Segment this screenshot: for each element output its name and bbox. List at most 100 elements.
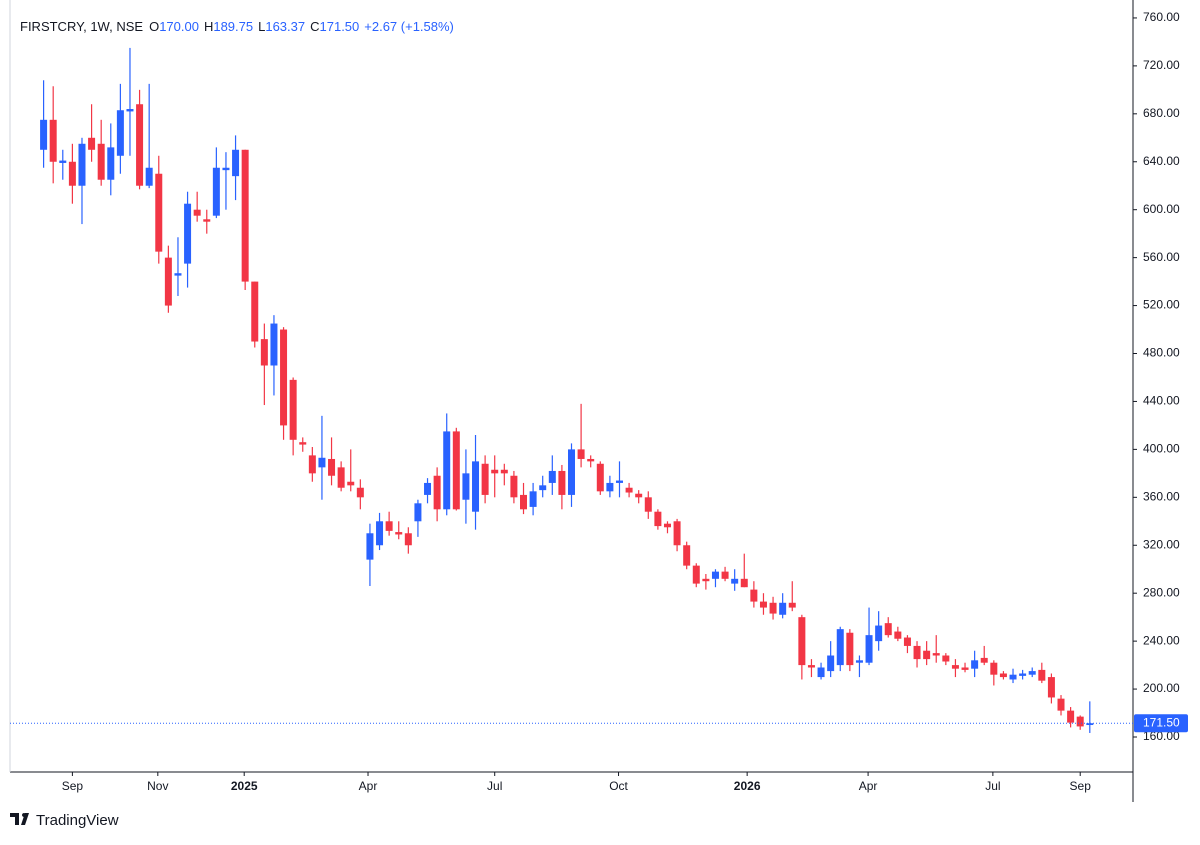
candle-body (97, 143, 105, 180)
candle-body (1019, 673, 1027, 676)
candle-body (318, 457, 326, 468)
candle-body (116, 110, 124, 156)
candle-body (558, 470, 566, 495)
candle-body (443, 431, 451, 510)
candle-body (68, 161, 76, 186)
candle-body (779, 602, 787, 615)
candle-body (232, 149, 240, 177)
candle-body (481, 463, 489, 495)
candle-body (107, 147, 115, 180)
candle-body (875, 625, 883, 642)
candle-body (865, 635, 873, 663)
y-tick-label: 480.00 (1143, 346, 1180, 360)
y-tick-label: 640.00 (1143, 154, 1180, 168)
candle-body (615, 480, 623, 483)
y-tick-label: 240.00 (1143, 633, 1180, 647)
legend-change: +2.67 (+1.58%) (364, 19, 454, 34)
candle-body (1028, 671, 1036, 675)
candle-body (913, 645, 921, 660)
candle-body (587, 458, 595, 462)
candle-body (731, 578, 739, 584)
tradingview-logo (10, 813, 29, 825)
candle-body (59, 160, 67, 163)
candle-body (174, 273, 182, 276)
y-tick-label: 560.00 (1143, 250, 1180, 264)
legend-value: 171.50 (320, 19, 360, 34)
y-tick-label: 200.00 (1143, 681, 1180, 695)
candle-body (222, 167, 230, 171)
y-tick-label: 760.00 (1143, 10, 1180, 24)
candle-body (289, 379, 297, 440)
candle-body (49, 119, 57, 162)
candle-body (759, 601, 767, 608)
candle-body (990, 662, 998, 675)
candle-body (769, 602, 777, 614)
candle-body (750, 589, 758, 602)
candle-body (260, 339, 268, 366)
candle-body (855, 660, 863, 663)
x-tick-label: 2025 (231, 779, 258, 793)
legend-value: 170.00 (159, 19, 199, 34)
x-tick-label: Nov (147, 779, 168, 793)
candle-body (951, 665, 959, 669)
last-price-badge (1134, 714, 1188, 733)
legend-value: 189.75 (213, 19, 253, 34)
candle-body (136, 104, 144, 186)
candle-body (577, 449, 585, 459)
candle-body (366, 533, 374, 560)
candle-body (424, 482, 432, 495)
candle-body (1038, 669, 1046, 681)
candle-body (414, 503, 422, 522)
candle-body (433, 475, 441, 510)
candle-body (491, 469, 499, 474)
x-tick-label: Sep (1070, 779, 1092, 793)
x-tick-label: Apr (359, 779, 378, 793)
legend-key: H (204, 19, 213, 34)
candle-body (654, 511, 662, 527)
candle-body (568, 449, 575, 495)
candle-body (740, 578, 748, 588)
candle-body (1057, 698, 1065, 711)
candle-body (299, 442, 307, 445)
legend-text: FIRSTCRY, 1W, NSE O170.00 H189.75 L163.37 C1… (20, 19, 454, 34)
candle-body (625, 487, 633, 493)
candle-body (961, 667, 969, 670)
candle-body (846, 632, 854, 666)
candle-body (807, 665, 815, 668)
candle-body (184, 203, 192, 264)
symbol: FIRSTCRY, 1W, NSE (20, 19, 143, 34)
candle-body (203, 219, 211, 222)
candle-body (145, 167, 153, 186)
x-tick-label: Oct (609, 779, 628, 793)
candle-body (1009, 674, 1017, 680)
y-tick-label: 360.00 (1143, 489, 1180, 503)
candle-body (903, 637, 911, 646)
legend-value: 163.37 (265, 19, 305, 34)
candle-body (212, 167, 220, 216)
candle-body (164, 257, 172, 306)
y-tick-label: 600.00 (1143, 202, 1180, 216)
candle-body (635, 493, 643, 498)
candle-body (980, 657, 988, 663)
candle-body (376, 521, 384, 546)
legend-key: C (310, 19, 319, 34)
x-tick-label: 2026 (734, 779, 761, 793)
candle-body (596, 463, 604, 492)
candle-body (126, 109, 134, 112)
branding-text: TradingView (36, 812, 119, 829)
candle-body (472, 461, 480, 512)
y-tick-label: 280.00 (1143, 585, 1180, 599)
candle-body (280, 329, 288, 426)
candle-body (788, 602, 796, 608)
candle-body (942, 655, 950, 662)
legend-key: O (149, 19, 159, 34)
candle-body (529, 491, 537, 507)
candle-body (500, 469, 508, 474)
candle-body (932, 653, 940, 656)
x-tick-label: Sep (62, 779, 84, 793)
candle-body (663, 523, 671, 528)
candle-body (692, 565, 700, 584)
candle-body (827, 655, 835, 672)
